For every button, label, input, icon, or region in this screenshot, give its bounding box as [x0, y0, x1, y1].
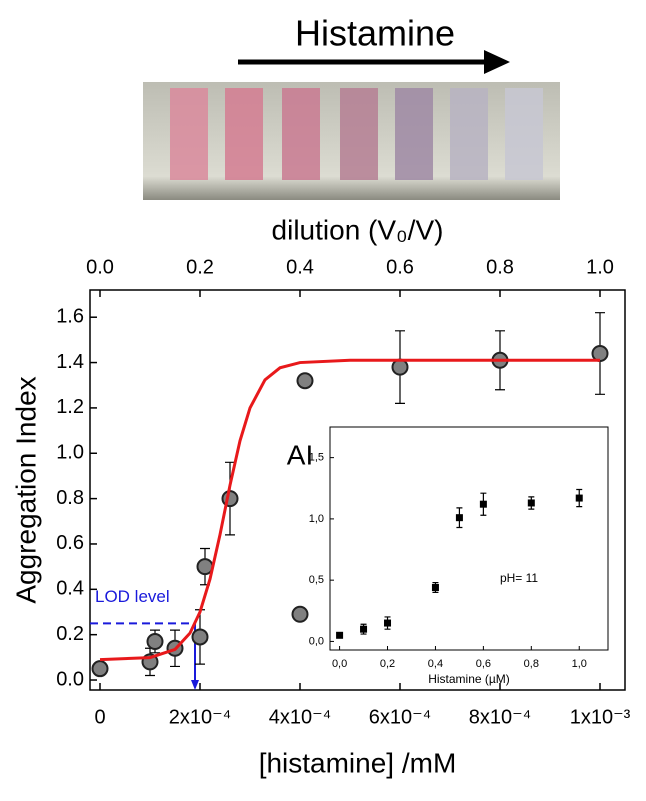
data-point: [527, 499, 535, 507]
x2-tick-label: 1.0: [586, 256, 614, 278]
data-point: [455, 514, 463, 522]
x-tick-label: 0,8: [524, 658, 539, 670]
data-point: [191, 628, 209, 646]
data-point: [146, 632, 164, 650]
y-tick-label: 0.4: [56, 578, 84, 600]
fit-line: [99, 358, 600, 662]
x2-tick-label: 0.8: [486, 256, 514, 278]
annotation: pH= 11: [500, 571, 538, 585]
data-point: [336, 631, 344, 639]
y-tick-label: 1,5: [309, 452, 324, 464]
y-tick-label: 1.0: [56, 442, 84, 464]
y-tick-label: 0.8: [56, 487, 84, 509]
x-tick-label: 2x10⁻⁴: [169, 706, 232, 728]
x-tick-label: 1x10⁻³: [570, 706, 631, 728]
y-tick-label: 0,0: [309, 635, 324, 647]
x2-tick-label: 0.2: [186, 256, 214, 278]
x-tick-label: 0,6: [476, 658, 491, 670]
arrow-head: [484, 50, 510, 74]
x-tick-label: 6x10⁻⁴: [369, 706, 432, 728]
y-tick-label: 1.2: [56, 396, 84, 418]
x-tick-label: 1,0: [572, 658, 587, 670]
x2-tick-label: 0.0: [86, 256, 114, 278]
data-point: [296, 372, 314, 390]
photo: [143, 82, 560, 200]
x-tick-label: 8x10⁻⁴: [469, 706, 532, 728]
plot-frame: [329, 426, 609, 651]
y-tick-label: 0.2: [56, 623, 84, 645]
y-tick-label: 0.6: [56, 532, 84, 554]
y-tick-label: 0.0: [56, 668, 84, 690]
x2-tick-label: 0.6: [386, 256, 414, 278]
x-tick-label: 0,4: [428, 658, 443, 670]
data-point: [591, 344, 609, 362]
data-point: [360, 625, 368, 633]
data-point: [479, 500, 487, 508]
data-point: [91, 660, 109, 678]
x-tick-label: 0,0: [332, 658, 347, 670]
data-point: [391, 358, 409, 376]
data-point: [384, 619, 392, 627]
lod-arrow-head: [191, 680, 199, 690]
photo-label: Histamine: [295, 13, 455, 54]
y-tick-label: 0,5: [309, 574, 324, 586]
y-axis-label: Aggregation Index: [10, 376, 41, 603]
data-point: [431, 584, 439, 592]
x-tick-label: 0,2: [380, 658, 395, 670]
y-tick-label: 1.6: [56, 305, 84, 327]
x-axis-label: [histamine] /mM: [259, 747, 457, 778]
lod-label: LOD level: [95, 587, 170, 606]
y-tick-label: 1.4: [56, 351, 84, 373]
x-axis-label: Histamine (µM): [428, 672, 510, 686]
data-point: [291, 605, 309, 623]
x2-tick-label: 0.4: [286, 256, 314, 278]
y-tick-label: 1,0: [309, 513, 324, 525]
y-axis-label: AI: [287, 439, 313, 470]
data-point: [575, 494, 583, 502]
x2-axis-label: dilution (V₀/V): [272, 214, 444, 245]
x-tick-label: 0: [94, 706, 105, 728]
x-tick-label: 4x10⁻⁴: [269, 706, 332, 728]
